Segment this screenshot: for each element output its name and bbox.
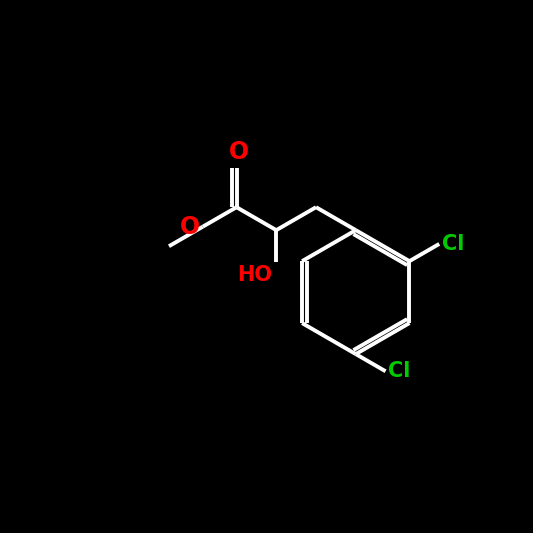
Text: O: O: [180, 215, 200, 239]
Text: Cl: Cl: [441, 234, 464, 254]
Text: O: O: [229, 140, 249, 164]
Text: HO: HO: [238, 264, 272, 285]
Text: Cl: Cl: [388, 361, 410, 381]
